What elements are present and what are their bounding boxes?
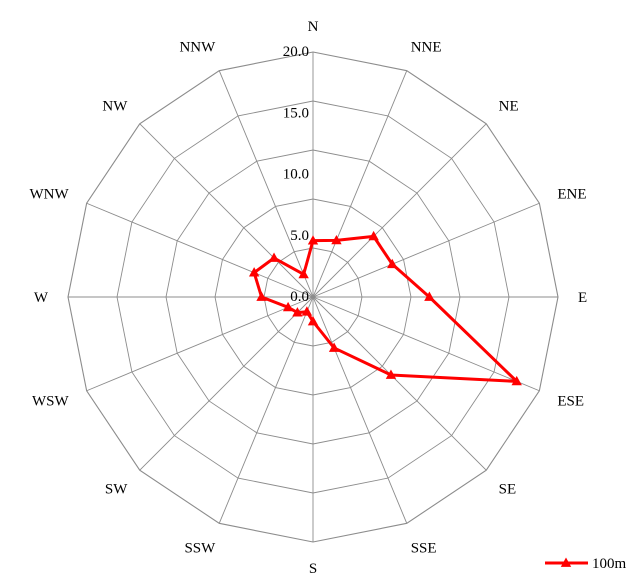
data-point-ne bbox=[368, 230, 379, 241]
spoke-ne bbox=[312, 123, 487, 298]
radial-tick-label: 20.0 bbox=[283, 44, 309, 60]
legend-triangle-marker bbox=[560, 557, 572, 567]
direction-label-ene: ENE bbox=[557, 186, 586, 202]
direction-label-wsw: WSW bbox=[32, 394, 70, 410]
spoke-ene bbox=[312, 202, 540, 298]
legend-label: 100m bbox=[592, 556, 627, 572]
direction-label-nw: NW bbox=[102, 98, 128, 114]
data-point-w bbox=[256, 291, 267, 301]
spoke-nne bbox=[312, 70, 408, 298]
data-point-nw bbox=[268, 252, 280, 262]
spoke-wsw bbox=[86, 296, 314, 392]
spoke-se bbox=[312, 296, 487, 471]
series-layer bbox=[248, 230, 522, 386]
direction-label-w: W bbox=[34, 290, 49, 306]
data-point-se bbox=[385, 369, 397, 379]
spoke-ese bbox=[312, 296, 540, 392]
spoke-nw bbox=[139, 123, 314, 298]
radial-tick-label: 5.0 bbox=[290, 228, 309, 244]
spoke-sse bbox=[312, 296, 408, 524]
data-point-nnw bbox=[298, 268, 309, 279]
direction-labels: N NNE NE ENE E ESE SE SSE S SSW SW WSW W WNW NW NNW bbox=[29, 19, 587, 577]
data-point-e bbox=[424, 291, 435, 301]
data-point-n bbox=[307, 235, 319, 245]
direction-label-sse: SSE bbox=[411, 540, 437, 556]
direction-label-ese: ESE bbox=[557, 394, 584, 410]
spoke-nnw bbox=[218, 70, 314, 298]
radial-tick-label: 10.0 bbox=[283, 167, 309, 183]
data-point-ssw bbox=[301, 306, 313, 316]
direction-label-s: S bbox=[309, 561, 317, 577]
legend: 100m bbox=[545, 556, 627, 572]
data-point-sw bbox=[292, 307, 303, 317]
radar-spokes bbox=[68, 52, 558, 542]
data-point-ese bbox=[511, 375, 522, 386]
spoke-sw bbox=[139, 296, 314, 471]
direction-label-wnw: WNW bbox=[29, 186, 69, 202]
data-point-s bbox=[307, 316, 319, 326]
radial-tick-label: 0.0 bbox=[290, 289, 309, 305]
radial-tick-labels: 0.0 5.0 10.0 15.0 20.0 bbox=[283, 44, 309, 305]
data-point-wsw bbox=[282, 301, 294, 312]
spoke-ssw bbox=[218, 296, 314, 524]
radial-tick-label: 15.0 bbox=[283, 105, 309, 121]
direction-label-ssw: SSW bbox=[184, 540, 216, 556]
data-point-nne bbox=[331, 234, 342, 245]
direction-label-e: E bbox=[578, 290, 587, 306]
spoke-wnw bbox=[86, 202, 314, 298]
direction-label-nnw: NNW bbox=[179, 40, 216, 56]
series-line-100m bbox=[252, 234, 519, 383]
direction-label-sw: SW bbox=[105, 482, 128, 498]
direction-label-nne: NNE bbox=[411, 40, 442, 56]
direction-label-se: SE bbox=[499, 482, 517, 498]
data-point-sse bbox=[328, 342, 340, 352]
direction-label-n: N bbox=[308, 19, 319, 35]
direction-label-ne: NE bbox=[499, 98, 519, 114]
data-point-wnw bbox=[248, 267, 260, 277]
data-point-ene bbox=[387, 258, 398, 269]
